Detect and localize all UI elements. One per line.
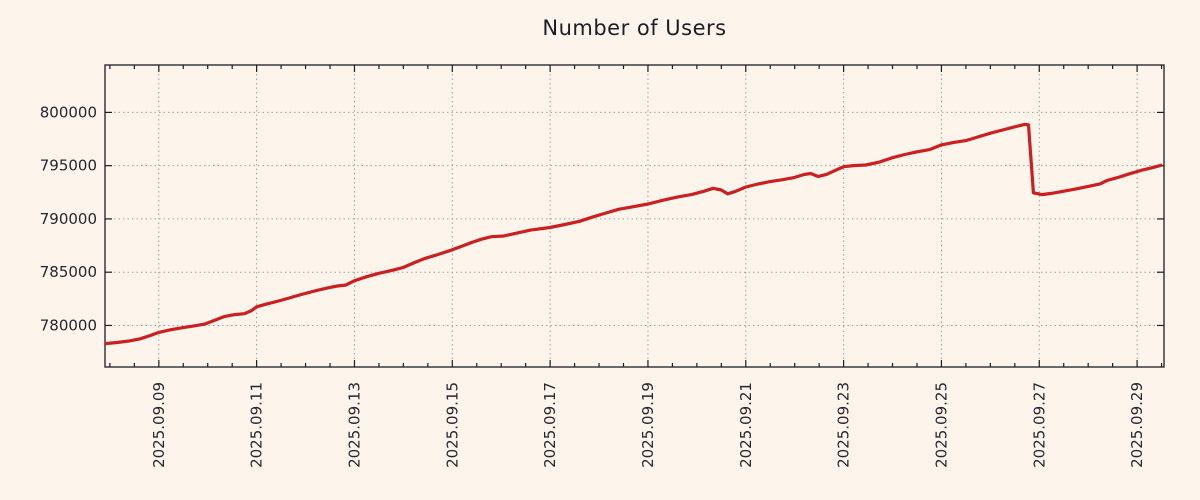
chart-title: Number of Users [542,16,727,40]
y-tick-label: 780000 [40,316,97,334]
x-tick-label: 2025.09.25 [932,382,950,468]
x-tick-label: 2025.09.23 [835,382,853,468]
x-tick-label: 2025.09.19 [639,382,657,468]
y-tick-label: 785000 [40,263,97,281]
x-tick-label: 2025.09.27 [1030,382,1048,468]
x-tick-label: 2025.09.13 [345,382,363,468]
plot-frame [104,64,1165,368]
y-tick-label: 790000 [40,210,97,228]
x-tick-label: 2025.09.15 [443,382,461,468]
x-tick-label: 2025.09.11 [248,382,266,468]
y-tick-label: 800000 [40,103,97,121]
x-tick-label: 2025.09.21 [737,382,755,468]
x-tick-label: 2025.09.29 [1128,382,1146,468]
x-tick-label: 2025.09.09 [150,382,168,468]
x-tick-label: 2025.09.17 [541,382,559,468]
y-tick-label: 795000 [40,157,97,175]
users-line-series [104,122,1163,346]
